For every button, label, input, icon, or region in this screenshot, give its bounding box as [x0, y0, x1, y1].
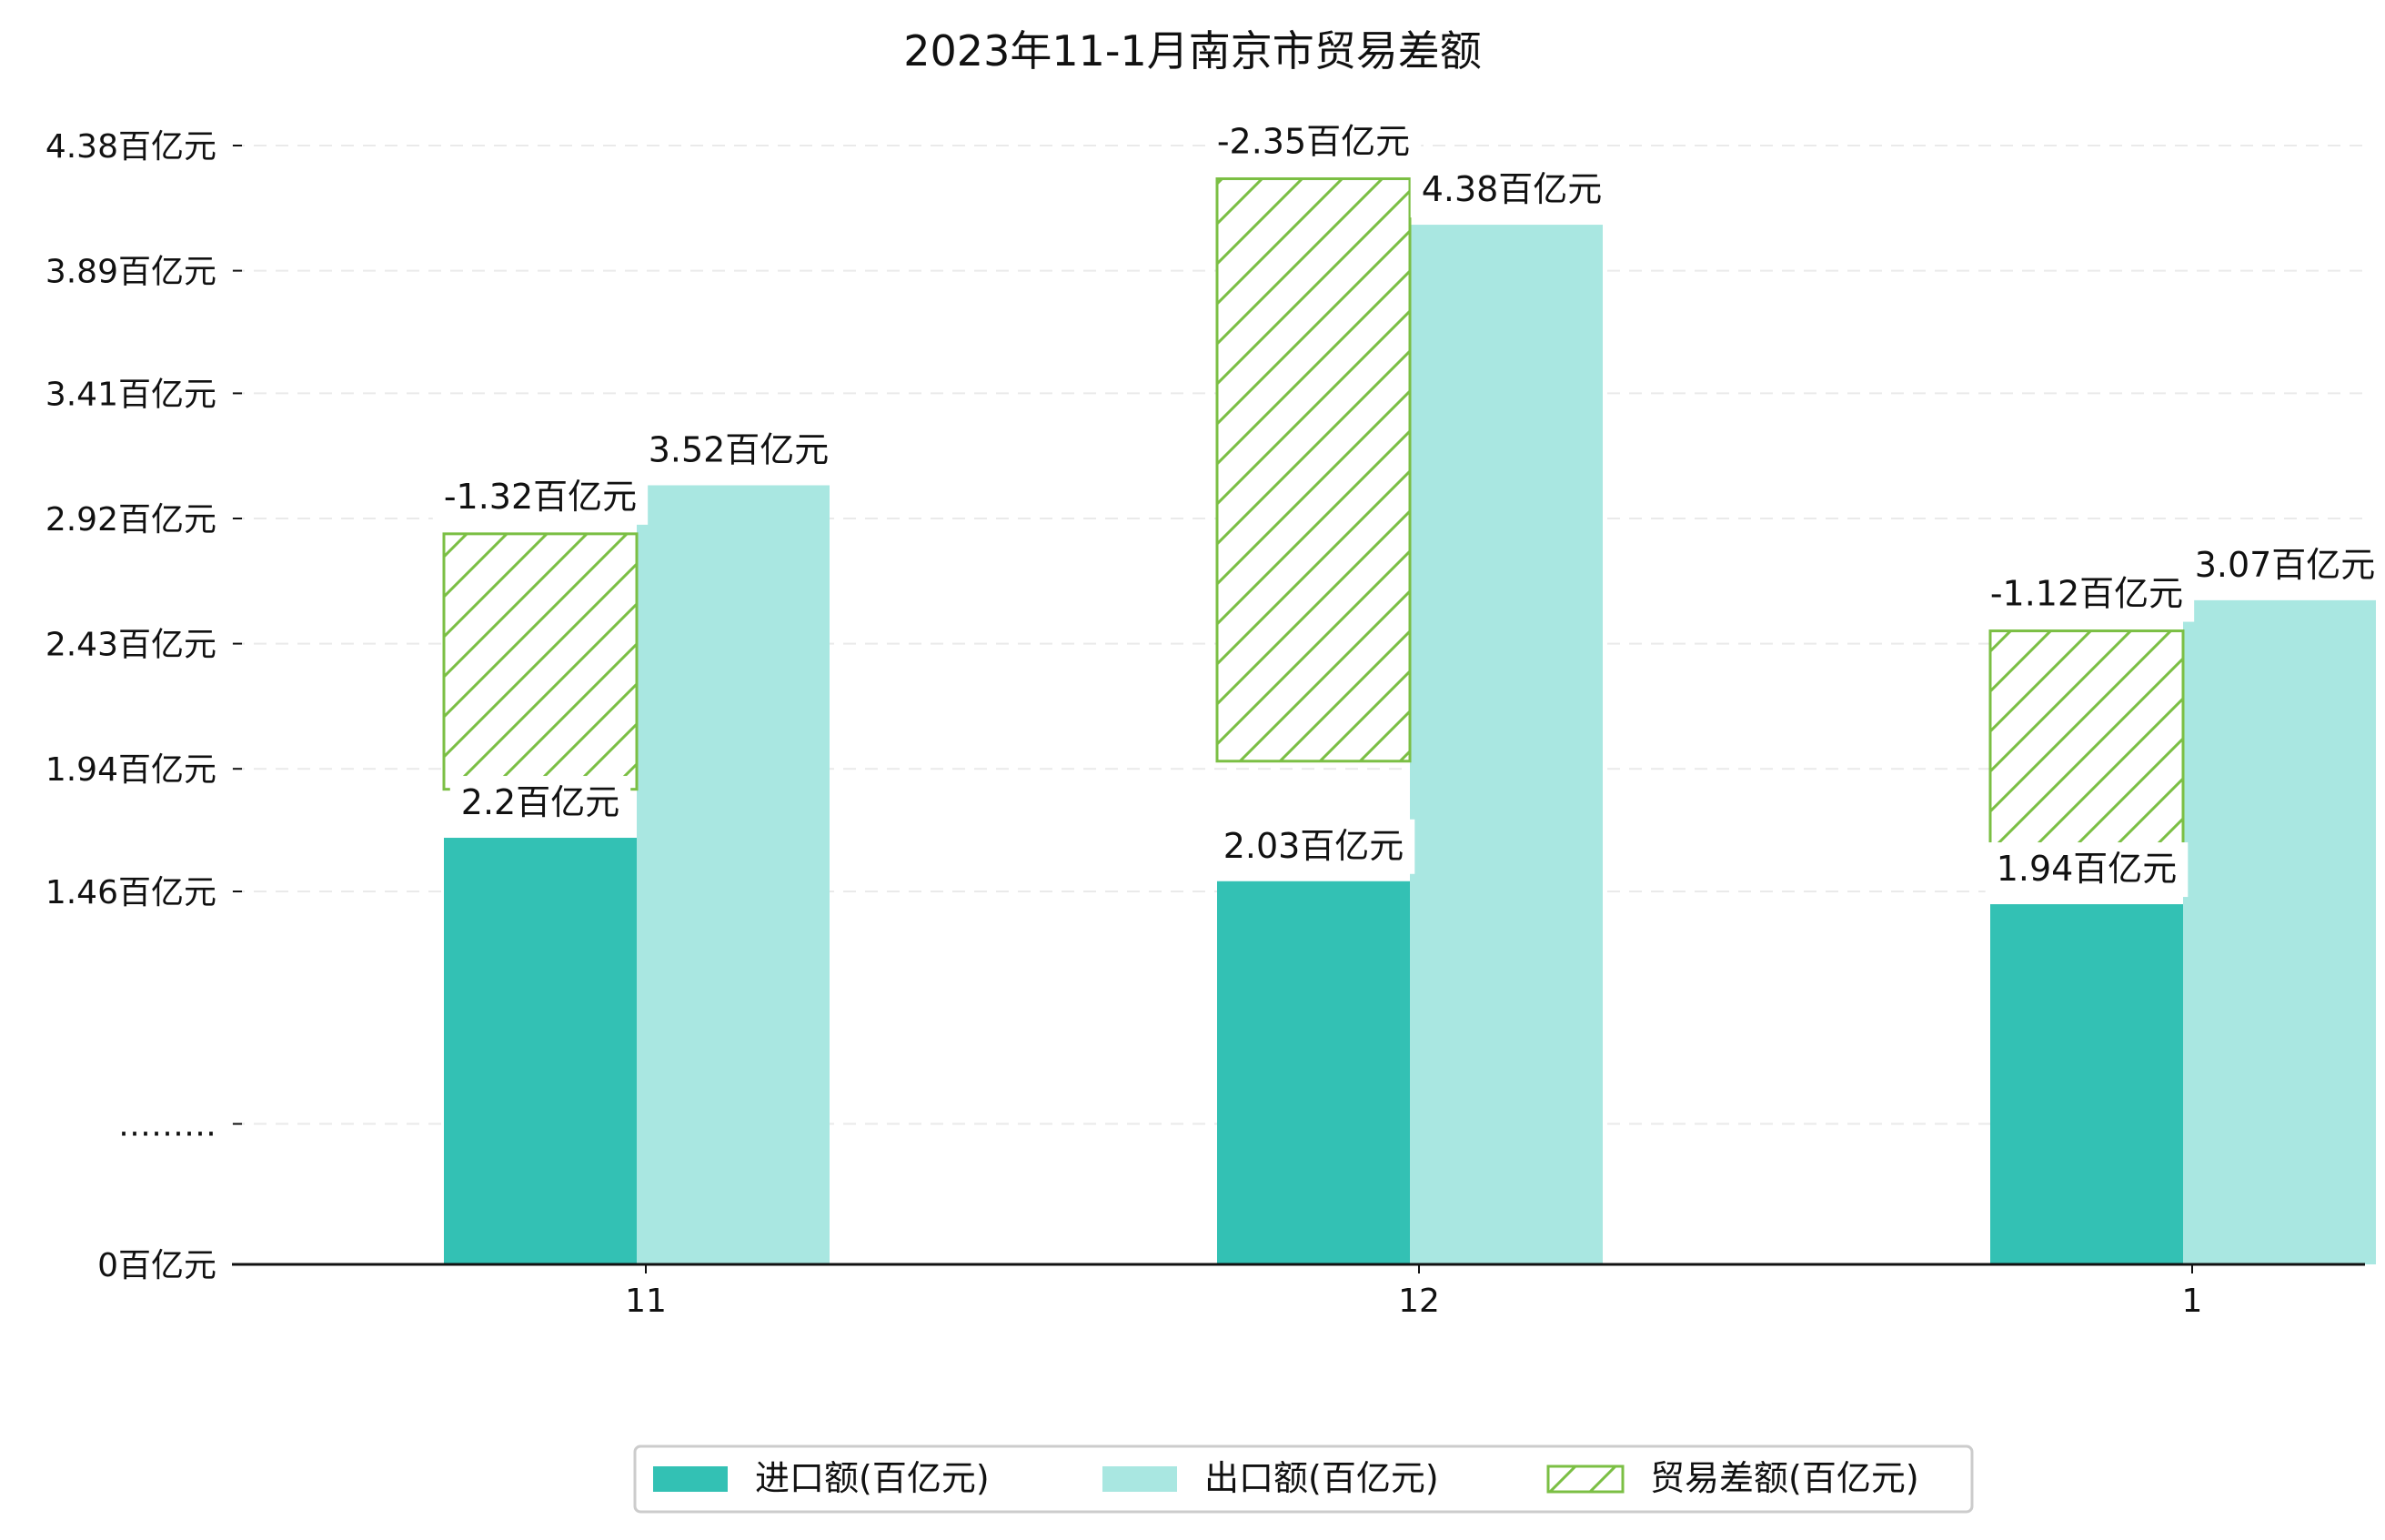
bar-balance-11 [442, 532, 639, 791]
bar-balance-1 [1988, 629, 2185, 886]
legend: 进口额(百亿元) 出口额(百亿元) 贸易差额(百亿元) [633, 1444, 1974, 1514]
data-label-export-1-bg [2183, 538, 2385, 593]
y-tick-label: 3.41百亿元 [45, 376, 216, 413]
y-tick-label: 1.46百亿元 [45, 874, 216, 911]
data-label-import-12: 2.03百亿元 [1223, 826, 1404, 866]
y-tick-label: 2.43百亿元 [45, 627, 216, 664]
legend-swatch-export [1102, 1466, 1177, 1492]
legend-label-export: 出口额(百亿元) [1204, 1458, 1439, 1498]
bar-balance-12 [1215, 177, 1412, 763]
data-label-export-12: 4.38百亿元 [1422, 169, 1603, 209]
bars [442, 177, 2376, 1264]
data-label-import-11: 2.2百亿元 [461, 782, 619, 822]
legend-label-balance: 贸易差额(百亿元) [1650, 1458, 1919, 1498]
data-label-import-12-bg [1212, 819, 1415, 874]
data-label-import-1: 1.94百亿元 [1997, 849, 2178, 889]
chart-title: 2023年11-1月南京市贸易差额 [903, 26, 1481, 75]
data-label-import-1-bg [1985, 842, 2189, 898]
legend-label-import: 进口额(百亿元) [755, 1458, 990, 1498]
bar-export-12 [1410, 225, 1603, 1264]
y-tick-label: 0百亿元 [97, 1247, 216, 1284]
legend-swatch-balance [1546, 1465, 1625, 1494]
data-label-import-11-bg [449, 776, 631, 831]
data-label-balance-1: -1.12百亿元 [1990, 574, 2183, 614]
data-label-balance-11-bg [432, 469, 649, 525]
y-tick-label: ……… [118, 1107, 216, 1144]
data-label-balance-12: -2.35百亿元 [1217, 122, 1410, 162]
data-label-balance-12-bg [1205, 115, 1422, 170]
data-label-export-11-bg [637, 423, 840, 478]
data-label-export-11: 3.52百亿元 [649, 429, 830, 469]
y-tick-label: 1.94百亿元 [45, 751, 216, 789]
bar-export-1 [2183, 599, 2376, 1264]
y-tick-label: 3.89百亿元 [45, 254, 216, 291]
bar-import-12 [1217, 881, 1410, 1264]
x-tick-label: 1 [2182, 1283, 2203, 1320]
data-label-balance-11: -1.32百亿元 [444, 477, 637, 517]
y-tick-label: 4.38百亿元 [45, 128, 216, 166]
legend-box [633, 1444, 1974, 1514]
x-tick-label: 12 [1398, 1283, 1440, 1320]
data-label-balance-1-bg [1978, 567, 2195, 622]
axes: 0百亿元 ……… 1.46百亿元 1.94百亿元 2.43百亿元 2.92百亿元 3.41百… [45, 128, 2365, 1320]
bar-import-11 [444, 838, 637, 1264]
data-label-export-1: 3.07百亿元 [2195, 545, 2376, 585]
x-tick-label: 11 [625, 1283, 667, 1320]
legend-swatch-import [653, 1466, 728, 1492]
data-labels: 2.2百亿元 -1.32百亿元 3.52百亿元 2.03百亿元 -2.35百亿元 4.38… [432, 115, 2385, 898]
bar-export-11 [637, 485, 830, 1264]
y-tick-label: 2.92百亿元 [45, 501, 216, 538]
data-label-export-12-bg [1410, 163, 1614, 218]
bar-import-1 [1990, 904, 2183, 1264]
